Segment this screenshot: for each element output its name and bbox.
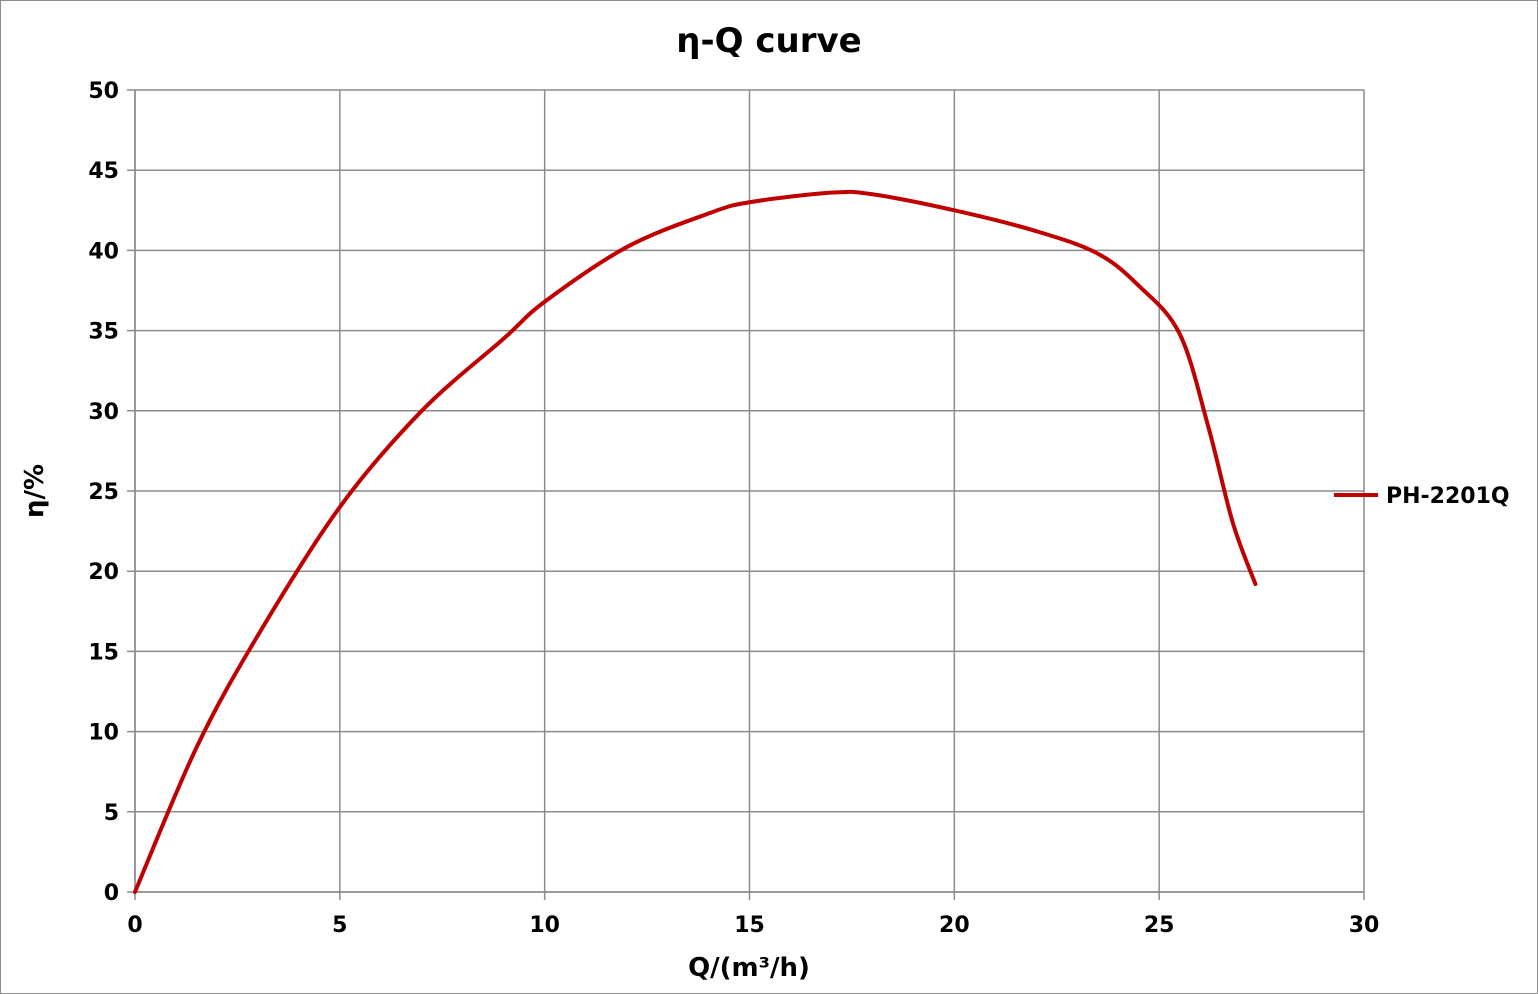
y-tick-label: 50 (88, 79, 119, 104)
series-layer (133, 189, 1258, 894)
grid-layer (127, 89, 1365, 900)
y-tick-label: 30 (88, 400, 119, 425)
y-tick-label: 25 (88, 480, 119, 505)
y-tick-label: 0 (104, 881, 119, 906)
y-tick-label: 45 (88, 159, 119, 184)
x-tick-label: 0 (127, 913, 142, 938)
y-tick-label: 20 (88, 560, 119, 585)
y-tick-label: 5 (104, 801, 119, 826)
x-tick-label: 30 (1349, 913, 1380, 938)
y-tick-label: 15 (88, 640, 119, 665)
x-tick-label: 15 (734, 913, 765, 938)
tick-layer: 0 5 10 15 20 25 30 35 40 45 50 0 5 10 15 20 25 30 (88, 79, 1379, 938)
y-tick-label: 10 (88, 721, 119, 746)
y-axis-label: η/% (20, 464, 50, 518)
legend: PH-2201Q (1334, 484, 1510, 509)
x-tick-label: 25 (1144, 913, 1175, 938)
legend-label-ph-2201q: PH-2201Q (1386, 484, 1510, 509)
x-tick-label: 10 (529, 913, 560, 938)
series-line-ph-2201q (133, 189, 1258, 894)
x-tick-label: 20 (939, 913, 970, 938)
y-tick-label: 40 (88, 239, 119, 264)
chart-title: η-Q curve (676, 21, 861, 61)
y-tick-label: 35 (88, 320, 119, 345)
x-axis-label: Q/(m³/h) (688, 953, 810, 983)
x-tick-label: 5 (332, 913, 347, 938)
